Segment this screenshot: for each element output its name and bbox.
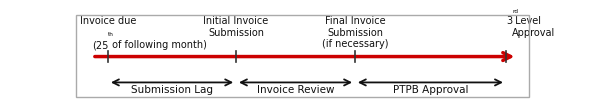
Text: th: th [107, 32, 113, 37]
Text: Invoice Review: Invoice Review [257, 85, 335, 95]
Text: of following month): of following month) [109, 40, 206, 50]
Text: (25: (25 [91, 40, 108, 50]
Text: Submission Lag: Submission Lag [131, 85, 213, 95]
Text: Final Invoice
Submission
(if necessary): Final Invoice Submission (if necessary) [322, 16, 388, 49]
Text: Invoice due: Invoice due [80, 16, 136, 26]
Text: PTPB Approval: PTPB Approval [393, 85, 468, 95]
Text: Initial Invoice
Submission: Initial Invoice Submission [204, 16, 268, 38]
Text: Level
Approval: Level Approval [512, 16, 556, 38]
Text: 3: 3 [506, 16, 512, 26]
Text: rd: rd [512, 9, 518, 14]
